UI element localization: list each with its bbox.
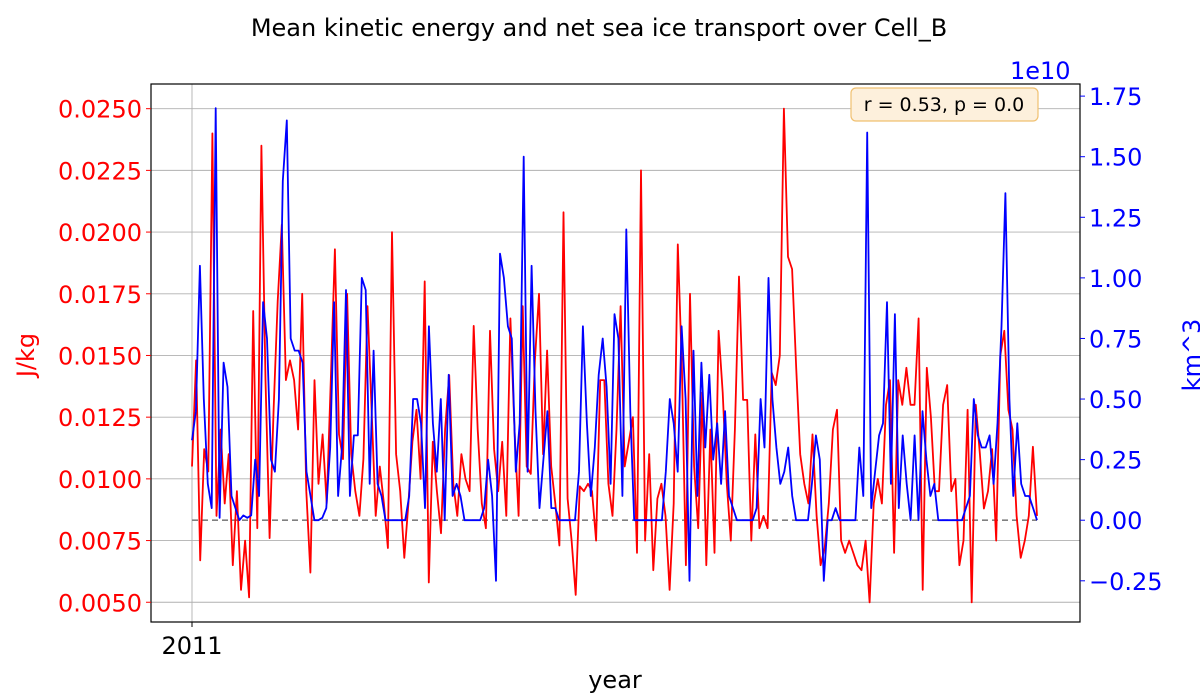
plot-frame [150, 83, 1081, 623]
right-axis-label: km^3 [1178, 319, 1200, 392]
series-right [191, 107, 1038, 582]
chart-title: Mean kinetic energy and net sea ice tran… [251, 14, 947, 42]
right-tick-label: 1.50 [1089, 144, 1142, 172]
left-tick-label: 0.0225 [58, 157, 142, 185]
right-tick-label: −0.25 [1089, 568, 1163, 596]
x-tick-label: 2011 [161, 632, 222, 660]
right-tick-label: 1.25 [1089, 204, 1142, 232]
right-tick-label: 0.25 [1089, 447, 1142, 475]
left-tick-label: 0.0100 [58, 466, 142, 494]
right-tick-label: 0.50 [1089, 386, 1142, 414]
annotation-box [850, 87, 1039, 122]
gridlines [151, 84, 1080, 622]
left-axis-ticks: 0.0050 0.0075 0.0100 0.0125 0.0150 0.0175 0.02… [58, 96, 151, 617]
right-tick-label: 0.75 [1089, 325, 1142, 353]
right-axis-ticks: −0.25 0.00 0.25 0.50 0.75 1.00 1.25 1.50 1.75 [1080, 83, 1163, 596]
left-tick-label: 0.0175 [58, 281, 142, 309]
right-tick-label: 1.75 [1089, 83, 1142, 111]
ice-transport-line [191, 107, 1038, 582]
kinetic-energy-line [191, 107, 1038, 604]
left-tick-label: 0.0250 [58, 96, 142, 124]
left-tick-label: 0.0200 [58, 219, 142, 247]
correlation-annotation: r = 0.53, p = 0.0 [864, 94, 1024, 116]
right-tick-label: 0.00 [1089, 507, 1142, 535]
left-axis-label: J/kg [12, 333, 40, 379]
x-axis-ticks: 2011 [161, 622, 223, 660]
right-tick-label: 1.00 [1089, 265, 1142, 293]
series-left [191, 107, 1038, 604]
left-tick-label: 0.0075 [58, 528, 142, 556]
x-axis-label: year [588, 666, 642, 694]
left-tick-label: 0.0050 [58, 589, 142, 617]
left-tick-label: 0.0150 [58, 342, 142, 370]
right-axis-multiplier: 1e10 [1010, 57, 1071, 85]
left-tick-label: 0.0125 [58, 404, 142, 432]
